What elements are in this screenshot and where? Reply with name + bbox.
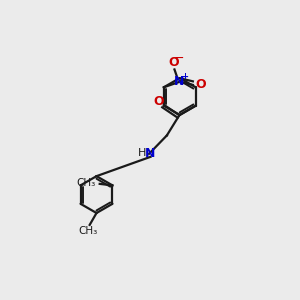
Text: N: N [174,75,184,88]
Text: O: O [153,95,164,108]
Text: O: O [196,78,206,91]
Text: CH₃: CH₃ [79,226,98,236]
Text: −: − [174,52,184,65]
Text: N: N [145,147,156,160]
Text: H: H [137,148,146,158]
Text: +: + [181,72,188,81]
Text: CH₃: CH₃ [76,178,95,188]
Text: O: O [169,56,179,69]
